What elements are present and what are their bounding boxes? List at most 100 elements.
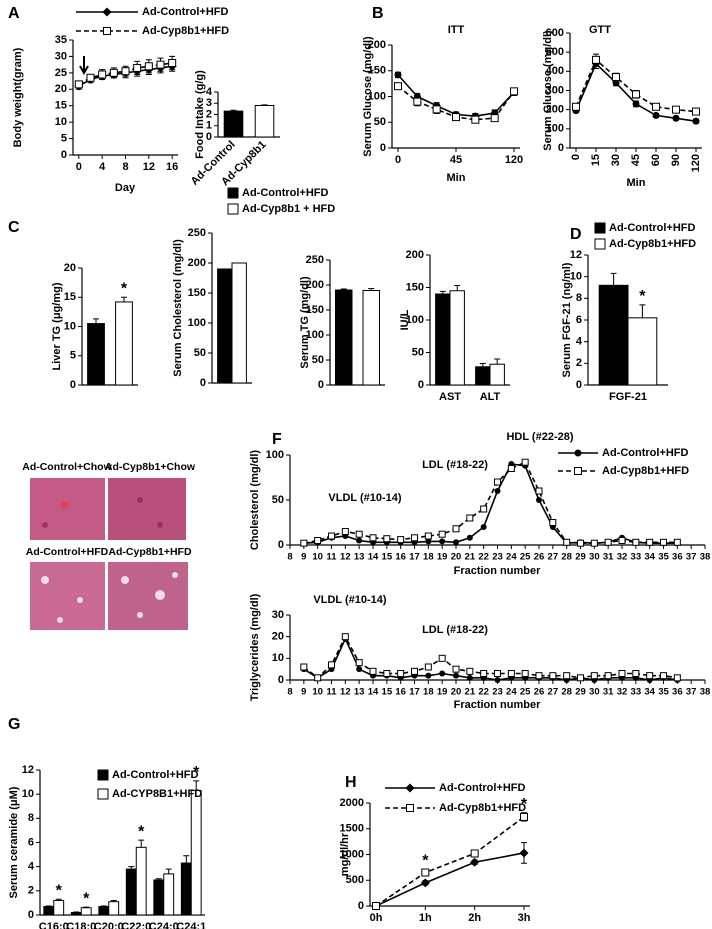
x-tick-label: 2h [468, 912, 481, 924]
marker [604, 672, 612, 680]
y-tick-label: 3 [206, 97, 212, 109]
marker [632, 538, 640, 546]
marker [341, 633, 349, 641]
bar [223, 110, 244, 138]
panel-label: G [8, 716, 20, 733]
x-tick-label: 30 [589, 687, 600, 698]
bar [254, 105, 275, 138]
chart-title: ITT [448, 24, 465, 36]
marker [672, 105, 680, 114]
x-tick-label: C16:0 [39, 921, 69, 929]
error-bar [83, 906, 90, 908]
bar [489, 363, 505, 386]
y-tick-label: 2 [576, 357, 582, 369]
y-tick-label: 30 [272, 609, 284, 621]
y-axis-label: Serum Cholesterol (mg/dl) [172, 239, 184, 377]
x-tick-label: 31 [603, 687, 614, 698]
marker [369, 534, 377, 542]
marker [521, 458, 529, 466]
error-bar [193, 780, 200, 791]
x-tick-label: 8 [287, 687, 292, 698]
y-axis-label: Serum ceramide (μM) [8, 786, 20, 898]
x-tick-label: 37 [686, 552, 697, 563]
x-tick-label: C22:0 [121, 921, 151, 929]
x-tick-label: 120 [690, 154, 702, 172]
marker [618, 537, 626, 544]
annotation: LDL (#18-22) [422, 459, 488, 471]
x-tick-label: 34 [644, 687, 655, 698]
error-bar [183, 855, 190, 864]
x-tick-label: 13 [354, 552, 365, 563]
bar [449, 290, 465, 386]
marker [314, 674, 322, 682]
marker [98, 70, 107, 79]
marker [394, 71, 402, 79]
y-tick-label: 12 [22, 764, 34, 776]
x-axis-label: Day [115, 182, 136, 194]
marker [494, 670, 501, 677]
marker [612, 73, 620, 82]
marker [406, 804, 414, 812]
x-tick-label: 15 [590, 154, 602, 166]
marker [672, 114, 680, 122]
y-tick-label: 0 [28, 909, 34, 921]
series-line [375, 816, 525, 907]
bar [163, 873, 175, 916]
error-bar [261, 104, 268, 106]
x-tick-label: 45 [630, 154, 642, 166]
x-tick-label: 45 [450, 154, 462, 166]
marker [439, 670, 446, 677]
y-tick-label: 10 [64, 320, 76, 332]
y-tick-label: 50 [194, 347, 206, 359]
bar [153, 879, 165, 916]
marker [121, 67, 130, 76]
x-tick-label: 18 [423, 552, 434, 563]
panel-label: H [345, 774, 357, 791]
x-tick-label: FGF-21 [609, 391, 647, 403]
legend-swatch [97, 788, 109, 800]
micrograph [30, 478, 105, 540]
x-tick-label: 27 [548, 552, 559, 563]
marker [383, 535, 391, 543]
x-tick-label: C18:0 [66, 921, 96, 929]
legend-label: Ad-Cyp8b1 + HFD [242, 203, 335, 215]
marker [424, 532, 432, 540]
panel-label: B [372, 5, 384, 22]
marker [144, 62, 153, 71]
y-tick-label: 0 [278, 539, 284, 551]
legend-label: Ad-Control+HFD [602, 447, 689, 459]
marker [438, 654, 446, 662]
legend-label: Ad-Cyp8b1+HFD [142, 25, 229, 37]
bar [217, 268, 233, 384]
error-bar [454, 285, 461, 291]
marker [536, 497, 542, 503]
marker [466, 534, 473, 541]
legend-label: Ad-CYP8B1+HFD [112, 788, 202, 800]
y-tick-label: 0 [380, 142, 386, 154]
error-bar [110, 900, 117, 902]
significance-star: * [521, 796, 528, 813]
error-bar [439, 290, 446, 294]
x-tick-label: 60 [650, 154, 662, 166]
marker [673, 538, 681, 546]
bar [115, 301, 133, 386]
error-bar [340, 288, 347, 290]
y-tick-label: 100 [306, 329, 324, 341]
arrow [79, 56, 89, 76]
texture [42, 522, 48, 528]
y-axis-label: Serum FGF-21 (ng/ml) [561, 262, 573, 377]
marker [168, 59, 177, 67]
marker [660, 538, 667, 546]
marker [452, 665, 460, 673]
series-line [303, 634, 678, 679]
legend-swatch [594, 238, 606, 250]
x-tick-label: AST [439, 391, 461, 403]
bar [180, 862, 192, 916]
y-tick-label: 50 [272, 494, 284, 506]
caption: Ad-Control+Chow [22, 461, 112, 473]
y-tick-label: 0 [358, 900, 364, 912]
y-tick-label: 1500 [340, 823, 364, 835]
y-tick-label: 50 [374, 116, 386, 128]
marker [520, 812, 528, 821]
